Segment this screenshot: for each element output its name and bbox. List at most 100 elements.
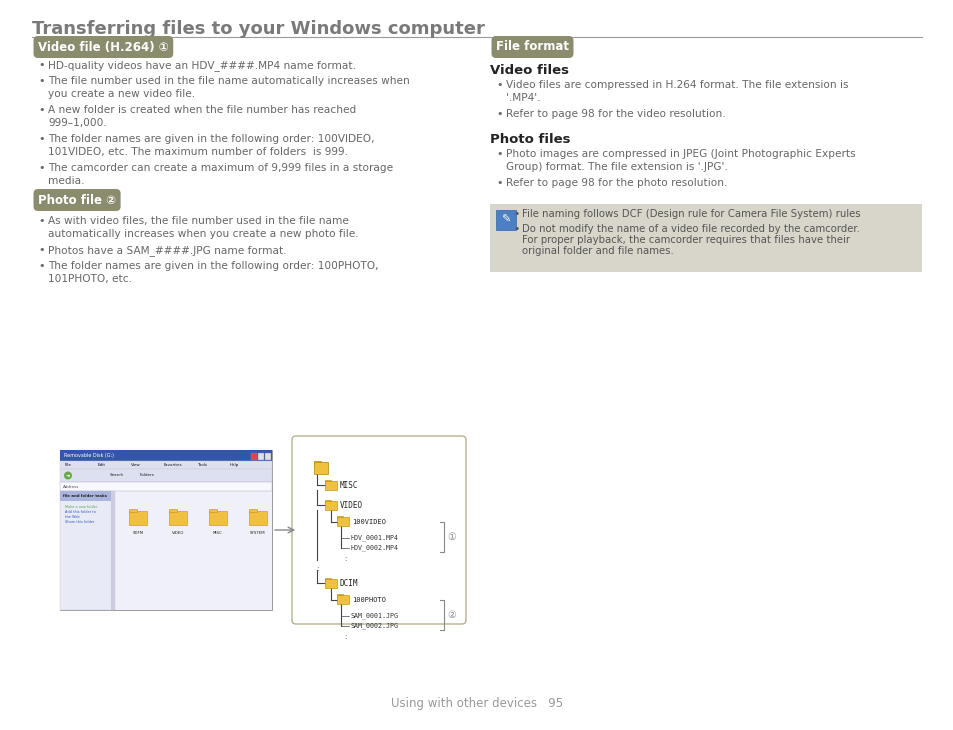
Text: The camcorder can create a maximum of 9,999 files in a storage: The camcorder can create a maximum of 9,… (48, 163, 393, 173)
Text: the Web: the Web (65, 515, 79, 519)
Text: The file number used in the file name automatically increases when: The file number used in the file name au… (48, 76, 410, 86)
Text: Help: Help (230, 463, 239, 467)
Text: •: • (38, 261, 45, 271)
Text: Photo files: Photo files (490, 133, 570, 146)
Bar (336, 517, 349, 526)
Text: VIDEO: VIDEO (172, 531, 184, 535)
Text: ◄: ◄ (66, 473, 70, 478)
Bar (60, 461, 272, 469)
Bar (325, 480, 331, 483)
Bar (249, 509, 256, 512)
Text: •: • (496, 109, 502, 119)
Text: 101PHOTO, etc.: 101PHOTO, etc. (48, 274, 132, 284)
Bar (336, 516, 343, 519)
Text: Edit: Edit (98, 463, 106, 467)
FancyBboxPatch shape (292, 436, 465, 624)
Text: Add this folder to: Add this folder to (65, 510, 96, 514)
Text: :: : (343, 634, 346, 640)
Text: •: • (513, 223, 518, 234)
Bar (111, 491, 115, 610)
Text: ①: ① (447, 532, 456, 542)
Text: HDV_0002.MP4: HDV_0002.MP4 (351, 545, 398, 551)
Text: The folder names are given in the following order: 100PHOTO,: The folder names are given in the follow… (48, 261, 378, 271)
Text: Removable Disk (G:): Removable Disk (G:) (64, 453, 113, 458)
Bar (314, 462, 328, 474)
Text: Photo images are compressed in JPEG (Joint Photographic Experts: Photo images are compressed in JPEG (Joi… (505, 149, 855, 159)
Text: •: • (38, 76, 45, 86)
Text: File naming follows DCF (Design rule for Camera File System) rules: File naming follows DCF (Design rule for… (521, 209, 860, 219)
Text: file and folder tasks: file and folder tasks (63, 494, 107, 498)
Text: original folder and file names.: original folder and file names. (521, 247, 673, 256)
Text: Tools: Tools (196, 463, 207, 467)
Text: 999–1,000.: 999–1,000. (48, 118, 107, 128)
Text: :: : (343, 556, 346, 562)
Text: Video files: Video files (490, 64, 568, 77)
Text: Search: Search (110, 474, 124, 477)
Text: Video file (H.264) ①: Video file (H.264) ① (38, 40, 169, 53)
Text: 101VIDEO, etc. The maximum number of folders  is 999.: 101VIDEO, etc. The maximum number of fol… (48, 147, 348, 157)
Text: media.: media. (48, 176, 85, 186)
Text: MISC: MISC (213, 531, 223, 535)
Text: File: File (65, 463, 71, 467)
Bar (496, 210, 516, 230)
Text: SYSTEM: SYSTEM (250, 531, 266, 535)
Text: automatically increases when you create a new photo file.: automatically increases when you create … (48, 229, 358, 239)
Text: Refer to page 98 for the video resolution.: Refer to page 98 for the video resolutio… (505, 109, 725, 119)
Text: •: • (38, 163, 45, 173)
Text: Do not modify the name of a video file recorded by the camcorder.: Do not modify the name of a video file r… (521, 223, 859, 234)
Text: •: • (38, 60, 45, 70)
Text: Refer to page 98 for the photo resolution.: Refer to page 98 for the photo resolutio… (505, 178, 726, 188)
Bar (265, 453, 271, 460)
Text: Make a new folder: Make a new folder (65, 505, 97, 509)
Bar (325, 500, 331, 503)
Text: •: • (38, 105, 45, 115)
Text: •: • (38, 216, 45, 226)
Text: •: • (496, 80, 502, 90)
Bar (169, 511, 187, 525)
Bar (60, 450, 272, 461)
Text: A new folder is created when the file number has reached: A new folder is created when the file nu… (48, 105, 355, 115)
Bar (129, 511, 147, 525)
Text: ✎: ✎ (500, 215, 510, 225)
Bar (336, 595, 349, 604)
Text: Favorites: Favorites (164, 463, 182, 467)
Text: Share this folder: Share this folder (65, 520, 94, 524)
Bar (60, 491, 115, 501)
Bar (490, 204, 921, 272)
Text: Transferring files to your Windows computer: Transferring files to your Windows compu… (32, 20, 484, 38)
Text: •: • (513, 209, 518, 219)
Text: View: View (131, 463, 141, 467)
Text: SAM_0001.JPG: SAM_0001.JPG (351, 612, 398, 619)
Bar (325, 579, 336, 588)
Bar (169, 509, 177, 512)
Circle shape (64, 472, 71, 480)
Bar (249, 511, 267, 525)
Text: DCIM: DCIM (339, 579, 358, 588)
Bar (129, 509, 137, 512)
Text: The folder names are given in the following order: 100VIDEO,: The folder names are given in the follow… (48, 134, 375, 144)
Bar (257, 453, 264, 460)
Text: 100PHOTO: 100PHOTO (352, 596, 386, 602)
Text: SAM_0002.JPG: SAM_0002.JPG (351, 623, 398, 629)
Text: Address: Address (63, 485, 79, 488)
Text: •: • (38, 134, 45, 144)
Text: Video files are compressed in H.264 format. The file extension is: Video files are compressed in H.264 form… (505, 80, 847, 90)
Text: MISC: MISC (339, 481, 358, 490)
Text: File format: File format (496, 40, 568, 53)
Bar (209, 509, 216, 512)
Text: •: • (496, 149, 502, 159)
Text: HD-quality videos have an HDV_####.MP4 name format.: HD-quality videos have an HDV_####.MP4 n… (48, 60, 355, 71)
Bar (60, 482, 272, 491)
Bar (209, 511, 227, 525)
Text: For proper playback, the camcorder requires that files have their: For proper playback, the camcorder requi… (521, 235, 849, 245)
Bar (325, 481, 336, 490)
Text: Group) format. The file extension is '.JPG'.: Group) format. The file extension is '.J… (505, 162, 727, 172)
Text: VIDEO: VIDEO (339, 501, 363, 510)
Text: 100VIDEO: 100VIDEO (352, 518, 386, 524)
Text: HDV_0001.MP4: HDV_0001.MP4 (351, 534, 398, 542)
Text: SDFM: SDFM (132, 531, 143, 535)
Text: ②: ② (447, 610, 456, 620)
Text: :: : (315, 566, 318, 572)
Bar (60, 469, 272, 482)
Text: As with video files, the file number used in the file name: As with video files, the file number use… (48, 216, 349, 226)
